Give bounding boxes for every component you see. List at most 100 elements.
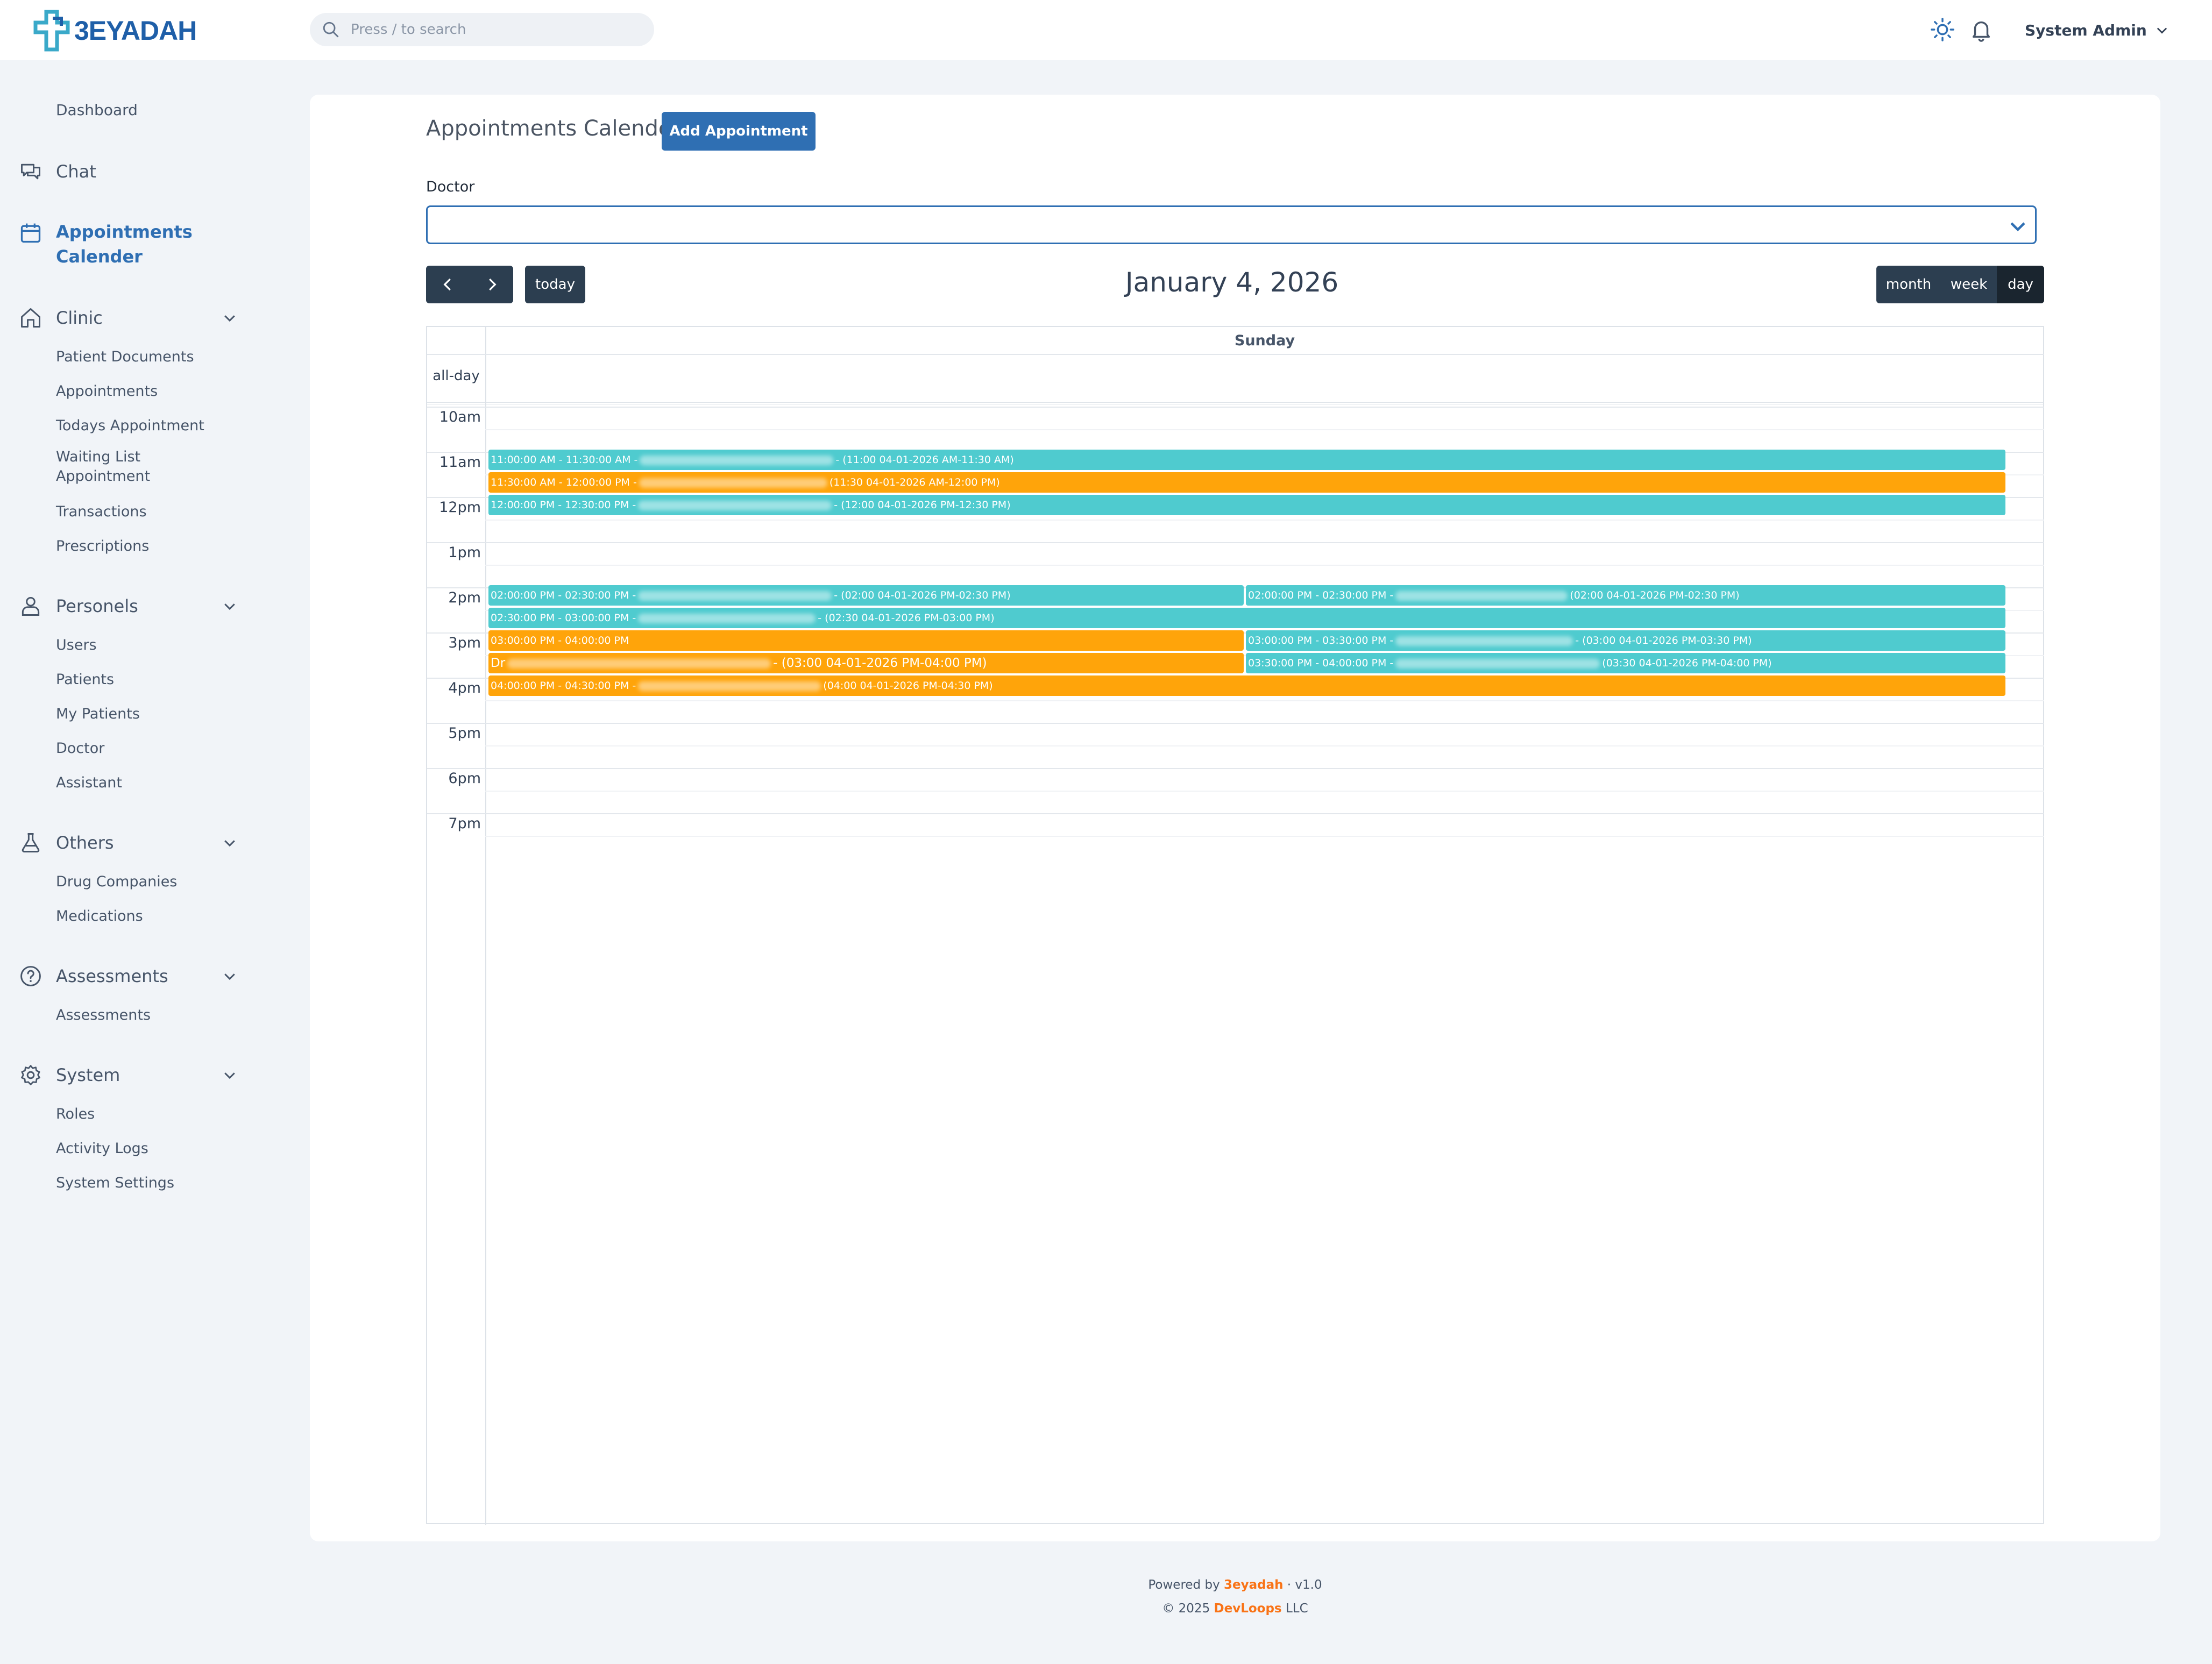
sidebar-group-others[interactable]: Others	[17, 829, 238, 856]
calendar-day-grid: Sunday all-day 10am 11am 12pm 1pm 2pm 3pm 4pm 5…	[426, 326, 2044, 1525]
theme-toggle-sun-icon[interactable]	[1930, 17, 1955, 42]
event-time-range: 03:00:00 PM - 04:00:00 PM	[491, 635, 629, 646]
calendar-nav-group	[426, 266, 513, 303]
event-time-range: Dr	[491, 656, 506, 670]
sidebar-item-activity-logs[interactable]: Activity Logs	[56, 1140, 148, 1157]
sidebar-item-assessments[interactable]: Assessments	[56, 1007, 151, 1023]
sidebar-item-dashboard[interactable]: Dashboard	[56, 101, 138, 119]
appointment-event[interactable]: 03:00:00 PM - 04:00:00 PM	[488, 630, 1244, 651]
chevron-down-icon	[2010, 222, 2025, 232]
top-bar: 3EYADAH System Admin	[0, 0, 2212, 60]
logo-cross-icon	[33, 10, 70, 52]
appointment-event[interactable]: 03:00:00 PM - 03:30:00 PM - - (03:00 04-0…	[1246, 630, 2005, 651]
sidebar-item-appointments-calender[interactable]: Appointments Calender	[17, 219, 238, 271]
appointment-event[interactable]: 11:30:00 AM - 12:00:00 PM - (11:30 04-01-…	[488, 472, 2005, 493]
all-day-divider	[427, 402, 2044, 404]
add-appointment-button[interactable]: Add Appointment	[662, 112, 816, 151]
person-icon	[22, 596, 40, 616]
sidebar-item-label: Chat	[56, 161, 96, 182]
search-icon	[323, 22, 339, 38]
sidebar-item-system-settings[interactable]: System Settings	[56, 1175, 175, 1191]
event-date-range: (03:30 04-01-2026 PM-04:00 PM)	[1602, 657, 1772, 669]
redacted-patient-name	[1395, 591, 1568, 601]
half-hour-line	[485, 520, 2044, 521]
time-slot-label: 10am	[439, 409, 481, 425]
search-box[interactable]	[310, 13, 654, 46]
sidebar-item-appointments[interactable]: Appointments	[56, 383, 158, 400]
view-week-button[interactable]: week	[1950, 276, 1988, 293]
appointment-event[interactable]: 03:30:00 PM - 04:00:00 PM - (03:30 04-01-…	[1246, 653, 2005, 673]
notifications-bell-icon[interactable]	[1969, 17, 1994, 42]
today-button[interactable]: today	[525, 266, 585, 303]
sidebar-group-clinic[interactable]: Clinic	[17, 304, 238, 331]
appointment-event[interactable]: 02:00:00 PM - 02:30:00 PM - (02:00 04-01-…	[1246, 585, 2005, 606]
sidebar-group-label: Personels	[56, 596, 138, 616]
redacted-patient-name	[638, 681, 821, 691]
appointment-event[interactable]: 11:00:00 AM - 11:30:00 AM - - (11:00 04-0…	[488, 450, 2005, 470]
sidebar-group-system[interactable]: System	[17, 1062, 238, 1089]
sidebar-item-prescriptions[interactable]: Prescriptions	[56, 538, 150, 554]
footer-company-link[interactable]: DevLoops	[1214, 1602, 1282, 1616]
half-hour-line	[485, 791, 2044, 792]
footer-powered-by: Powered by 3eyadah · v1.0	[310, 1578, 2160, 1592]
appointment-event[interactable]: 02:00:00 PM - 02:30:00 PM - - (02:00 04-0…	[488, 585, 1244, 606]
sidebar: Dashboard Chat Appointments Calender Cli…	[0, 60, 301, 1664]
appointment-event[interactable]: 02:30:00 PM - 03:00:00 PM - - (02:30 04-0…	[488, 608, 2005, 628]
sidebar-item-patient-documents[interactable]: Patient Documents	[56, 349, 194, 365]
view-day-button[interactable]: day	[1997, 266, 2044, 303]
sidebar-item-assistant[interactable]: Assistant	[56, 774, 123, 791]
logo[interactable]: 3EYADAH	[31, 6, 197, 55]
event-time-range: 03:00:00 PM - 03:30:00 PM -	[1248, 635, 1394, 646]
sidebar-group-label: Others	[56, 833, 114, 853]
sidebar-item-my-patients[interactable]: My Patients	[56, 706, 140, 722]
footer-copyright-text: © 2025	[1162, 1602, 1210, 1616]
sidebar-item-label: Appointments Calender	[56, 222, 193, 267]
view-month-button[interactable]: month	[1885, 276, 1932, 293]
time-slot-label: 2pm	[448, 589, 481, 606]
sidebar-item-waiting-list[interactable]: Waiting List Appointment	[56, 449, 151, 485]
sidebar-item-drug-companies[interactable]: Drug Companies	[56, 873, 178, 890]
page-title: Appointments Calender	[426, 116, 680, 141]
sidebar-item-chat[interactable]: Chat	[17, 158, 238, 185]
sidebar-item-transactions[interactable]: Transactions	[56, 503, 147, 520]
event-date-range: - (02:30 04-01-2026 PM-03:00 PM)	[818, 612, 995, 624]
sidebar-item-roles[interactable]: Roles	[56, 1106, 95, 1122]
next-button[interactable]	[470, 266, 513, 303]
sidebar-group-label: Assessments	[56, 966, 168, 986]
hour-line	[427, 723, 2044, 724]
sidebar-item-users[interactable]: Users	[56, 637, 97, 653]
event-date-range: - (03:00 04-01-2026 PM-04:00 PM)	[773, 656, 987, 670]
half-hour-line	[485, 429, 2044, 430]
event-date-range: - (11:00 04-01-2026 AM-11:30 AM)	[835, 454, 1014, 466]
search-input[interactable]	[351, 22, 630, 38]
chevron-down-icon	[2157, 27, 2167, 34]
appointment-event[interactable]: 12:00:00 PM - 12:30:00 PM - - (12:00 04-0…	[488, 495, 2005, 515]
event-date-range: (04:00 04-01-2026 PM-04:30 PM)	[823, 680, 993, 692]
event-time-range: 03:30:00 PM - 04:00:00 PM -	[1248, 657, 1394, 669]
chevron-down-icon	[224, 315, 235, 322]
footer-copyright: © 2025 DevLoops LLC	[310, 1602, 2160, 1616]
hour-line	[427, 768, 2044, 769]
chat-icon	[21, 163, 40, 180]
sidebar-group-label: System	[56, 1065, 120, 1085]
half-hour-line	[485, 745, 2044, 746]
settings-gear-icon	[21, 1065, 40, 1085]
sidebar-group-assessments[interactable]: Assessments	[17, 963, 238, 990]
redacted-patient-name	[638, 591, 832, 601]
sidebar-item-todays-appointment[interactable]: Todays Appointment	[56, 417, 204, 434]
event-time-range: 04:00:00 PM - 04:30:00 PM -	[491, 680, 636, 692]
sidebar-item-patients[interactable]: Patients	[56, 671, 115, 688]
doctor-select[interactable]	[426, 205, 2037, 244]
footer-brand-link[interactable]: 3eyadah	[1224, 1578, 1284, 1592]
time-slot-label: 11am	[439, 454, 481, 471]
appointment-event[interactable]: Dr - (03:00 04-01-2026 PM-04:00 PM)	[488, 653, 1244, 673]
sidebar-item-doctor[interactable]: Doctor	[56, 740, 105, 757]
redacted-patient-name	[507, 658, 771, 669]
user-menu[interactable]: System Admin	[2025, 18, 2170, 42]
sidebar-item-medications[interactable]: Medications	[56, 908, 143, 925]
prev-button[interactable]	[426, 266, 470, 303]
sidebar-group-personels[interactable]: Personels	[17, 593, 238, 620]
appointment-event[interactable]: 04:00:00 PM - 04:30:00 PM - (04:00 04-01-…	[488, 675, 2005, 696]
sidebar-group-label: Clinic	[56, 308, 103, 328]
